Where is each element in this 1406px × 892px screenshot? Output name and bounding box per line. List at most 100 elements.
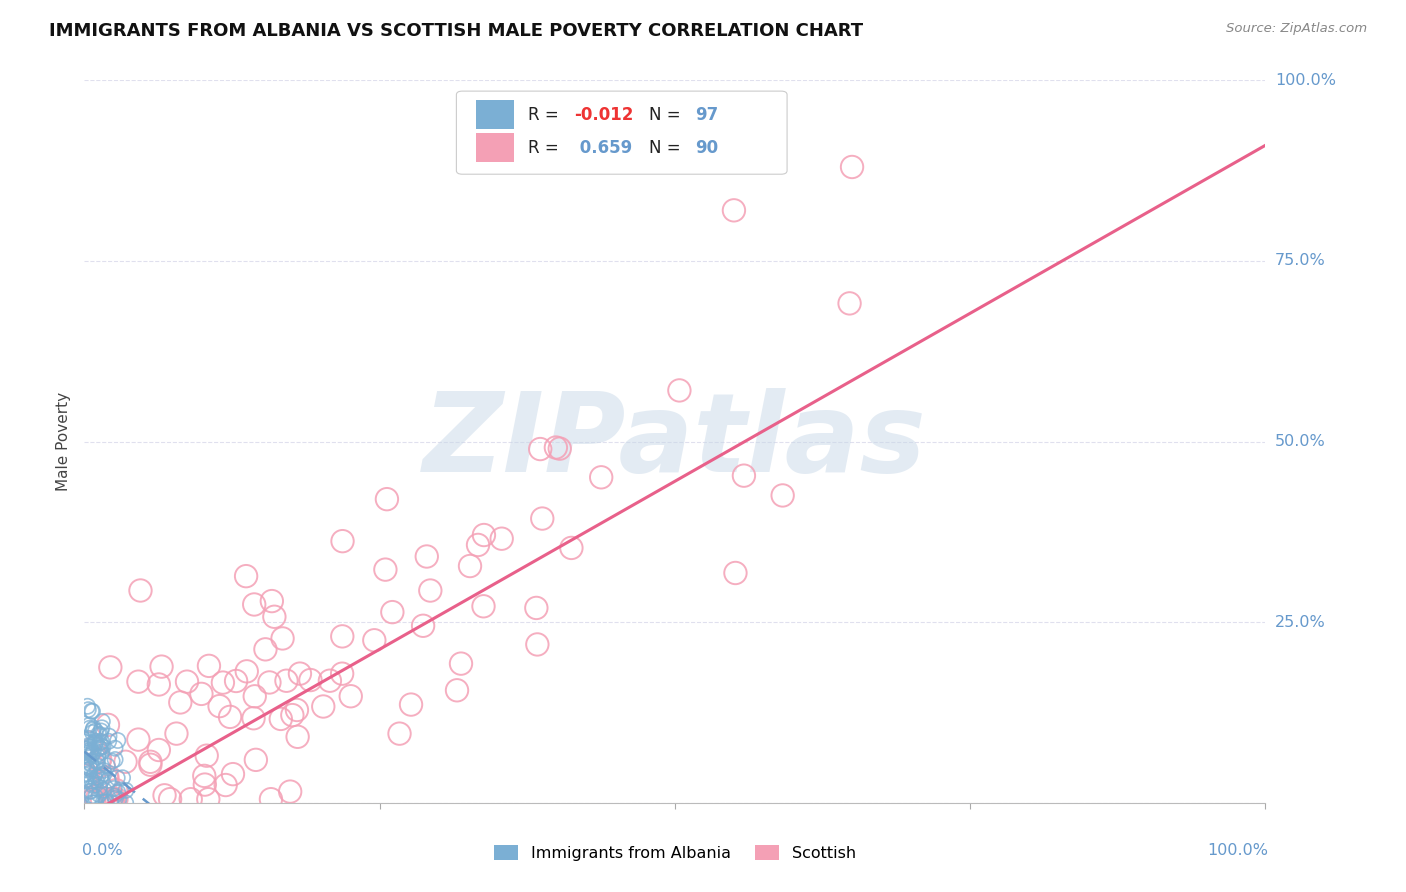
- Point: [101, 796, 124, 810]
- Point: [733, 468, 755, 483]
- Point: [105, 783, 128, 797]
- Point: [111, 771, 134, 785]
- Point: [446, 683, 468, 698]
- Point: [225, 673, 247, 688]
- Point: [79, 762, 101, 776]
- Point: [89, 780, 111, 795]
- Point: [96, 772, 118, 786]
- Point: [139, 757, 162, 772]
- Point: [110, 783, 132, 797]
- Point: [105, 792, 128, 806]
- Point: [312, 699, 335, 714]
- Point: [77, 749, 100, 764]
- Point: [243, 690, 266, 704]
- Point: [260, 594, 283, 608]
- Point: [278, 784, 301, 798]
- Point: [103, 789, 125, 804]
- Point: [84, 773, 107, 788]
- Point: [83, 796, 105, 810]
- Point: [242, 711, 264, 725]
- Point: [83, 789, 105, 804]
- Text: 25.0%: 25.0%: [1275, 615, 1326, 630]
- Point: [87, 747, 110, 761]
- Point: [287, 730, 309, 744]
- Point: [100, 796, 122, 810]
- Point: [165, 726, 187, 740]
- Point: [89, 771, 111, 785]
- Y-axis label: Male Poverty: Male Poverty: [56, 392, 72, 491]
- Point: [82, 723, 104, 737]
- Point: [107, 785, 129, 799]
- Point: [104, 741, 127, 756]
- Point: [77, 767, 100, 781]
- Point: [89, 752, 111, 766]
- Text: -0.012: -0.012: [575, 105, 634, 123]
- Text: 100.0%: 100.0%: [1275, 73, 1336, 87]
- Point: [97, 718, 120, 732]
- Point: [254, 642, 277, 657]
- Text: R =: R =: [529, 139, 564, 157]
- Point: [222, 767, 245, 781]
- Point: [86, 754, 108, 768]
- Point: [84, 790, 107, 805]
- Point: [412, 619, 434, 633]
- Point: [75, 742, 97, 756]
- Point: [84, 778, 107, 792]
- Point: [838, 296, 860, 310]
- Point: [101, 754, 124, 768]
- Point: [77, 703, 100, 717]
- Point: [75, 742, 97, 756]
- Point: [90, 734, 112, 748]
- FancyBboxPatch shape: [477, 100, 515, 129]
- Point: [219, 710, 242, 724]
- Point: [330, 666, 353, 681]
- Point: [82, 746, 104, 760]
- Point: [148, 677, 170, 691]
- Point: [79, 745, 101, 759]
- Point: [86, 755, 108, 769]
- Point: [339, 690, 361, 704]
- Point: [127, 732, 149, 747]
- Text: N =: N =: [650, 139, 686, 157]
- Point: [79, 739, 101, 754]
- Point: [271, 632, 294, 646]
- Point: [148, 743, 170, 757]
- Point: [76, 699, 98, 714]
- Point: [450, 657, 472, 671]
- Point: [772, 488, 794, 502]
- Point: [105, 771, 128, 785]
- Point: [89, 788, 111, 802]
- Point: [77, 751, 100, 765]
- Point: [176, 674, 198, 689]
- Point: [98, 779, 121, 793]
- Point: [260, 792, 283, 806]
- Legend: Immigrants from Albania, Scottish: Immigrants from Albania, Scottish: [488, 838, 862, 867]
- Point: [276, 673, 298, 688]
- Point: [194, 778, 217, 792]
- Point: [104, 791, 127, 805]
- Point: [419, 583, 441, 598]
- Point: [560, 541, 582, 555]
- Text: 75.0%: 75.0%: [1275, 253, 1326, 268]
- Point: [91, 792, 114, 806]
- Point: [86, 763, 108, 777]
- Point: [212, 675, 235, 690]
- Point: [93, 766, 115, 780]
- Point: [363, 633, 385, 648]
- Point: [90, 745, 112, 759]
- Point: [91, 739, 114, 754]
- Point: [374, 563, 396, 577]
- Text: IMMIGRANTS FROM ALBANIA VS SCOTTISH MALE POVERTY CORRELATION CHART: IMMIGRANTS FROM ALBANIA VS SCOTTISH MALE…: [49, 22, 863, 40]
- Point: [332, 534, 354, 549]
- Point: [723, 203, 745, 218]
- Point: [97, 773, 120, 788]
- Point: [89, 741, 111, 756]
- Point: [458, 559, 481, 574]
- Point: [381, 605, 404, 619]
- Point: [319, 673, 342, 688]
- Point: [80, 796, 103, 810]
- Text: 97: 97: [695, 105, 718, 123]
- Text: 0.659: 0.659: [575, 139, 633, 157]
- FancyBboxPatch shape: [457, 91, 787, 174]
- Text: 90: 90: [695, 139, 718, 157]
